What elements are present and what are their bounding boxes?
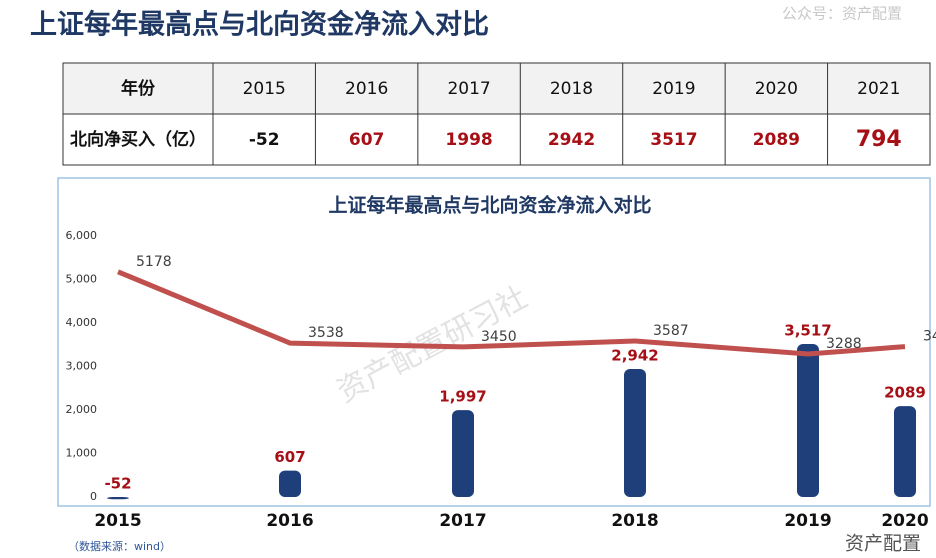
chart-title: 上证每年最高点与北向资金净流入对比 bbox=[328, 194, 651, 217]
line bbox=[117, 269, 906, 357]
logo-text: 资产配置 bbox=[845, 533, 921, 555]
table-cell: 2942 bbox=[548, 130, 595, 150]
table-cell: 2089 bbox=[753, 130, 800, 150]
y-tick-label: 2,000 bbox=[66, 403, 98, 416]
table-header-cell: 2017 bbox=[447, 79, 490, 99]
watermark: 公众号：资产配置 bbox=[782, 5, 902, 23]
bar bbox=[452, 410, 474, 497]
y-tick-label: 5,000 bbox=[66, 273, 98, 286]
table-header-cell: 2016 bbox=[345, 79, 388, 99]
table-header-cell: 2015 bbox=[243, 79, 286, 99]
x-tick-label: 2015 bbox=[94, 511, 141, 531]
x-tick-label: 2019 bbox=[784, 511, 831, 531]
bar-value-label: 607 bbox=[274, 448, 305, 466]
table: 年份 2015 2016 2017 2018 2019 2020 2021 北向净买入（亿） -5… bbox=[62, 62, 931, 166]
y-tick-label: 0 bbox=[90, 490, 97, 503]
table-cell: 607 bbox=[349, 130, 385, 150]
table-cell: 794 bbox=[856, 127, 902, 152]
line-value-label: 3538 bbox=[308, 325, 344, 341]
x-tick-label: 2016 bbox=[266, 511, 313, 531]
line-value-label: 5178 bbox=[136, 254, 172, 270]
line-value-label: 3458 bbox=[923, 329, 936, 345]
x-tick-label: 2017 bbox=[439, 511, 486, 531]
x-tick-label: 2018 bbox=[611, 511, 658, 531]
bar bbox=[107, 497, 129, 500]
bar-value-label: 1,997 bbox=[439, 388, 486, 406]
bar bbox=[894, 406, 916, 497]
plot: 0 1,000 2,000 3,000 4,000 5,000 6,000 2015 2016 2… bbox=[66, 229, 936, 531]
bar-value-label: -52 bbox=[104, 475, 131, 493]
chart-frame bbox=[57, 177, 931, 507]
bar-value-label: 3,517 bbox=[784, 322, 831, 340]
table-cell: 1998 bbox=[445, 130, 492, 150]
bar-value-label: 2,942 bbox=[611, 347, 658, 365]
table-header-cell: 年份 bbox=[121, 78, 156, 99]
y-tick-label: 3,000 bbox=[66, 360, 98, 373]
table-header-cell: 2020 bbox=[755, 79, 798, 99]
source-note: （数据来源：wind） bbox=[68, 539, 171, 553]
bar bbox=[624, 369, 646, 497]
table-cell: -52 bbox=[249, 130, 280, 150]
bar bbox=[279, 470, 301, 497]
page-title: 上证每年最高点与北向资金净流入对比 bbox=[30, 9, 489, 41]
line-value-label: 3288 bbox=[826, 336, 862, 352]
line-value-label: 3587 bbox=[653, 323, 689, 339]
table-header-cell: 2021 bbox=[857, 79, 900, 99]
x-tick-label: 2020 bbox=[881, 511, 928, 531]
table-header-cell: 2019 bbox=[652, 79, 695, 99]
bar-value-label: 2089 bbox=[884, 384, 926, 402]
table-header-bg bbox=[63, 63, 930, 114]
table-cell: 北向净买入（亿） bbox=[70, 129, 206, 150]
y-tick-label: 4,000 bbox=[66, 316, 98, 329]
y-tick-label: 6,000 bbox=[66, 229, 98, 242]
table-cell: 3517 bbox=[650, 130, 697, 150]
bar bbox=[797, 344, 819, 497]
line-value-label: 3450 bbox=[481, 329, 517, 345]
y-tick-label: 1,000 bbox=[66, 447, 98, 460]
table-header-cell: 2018 bbox=[550, 79, 593, 99]
